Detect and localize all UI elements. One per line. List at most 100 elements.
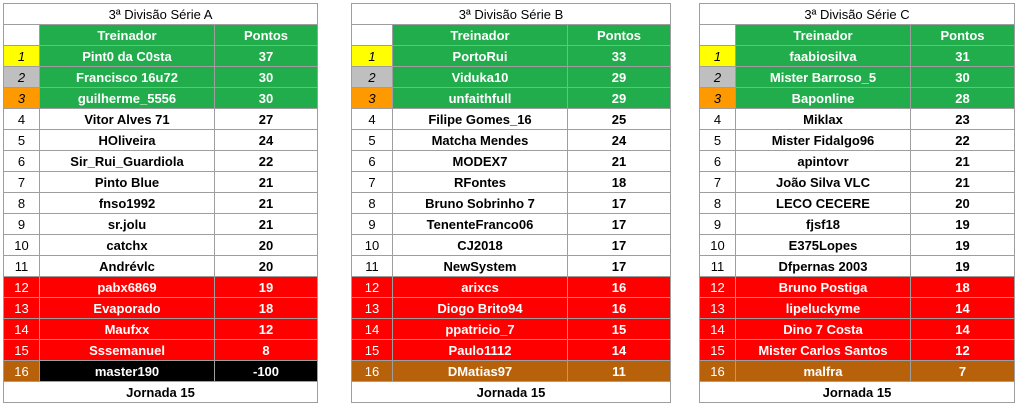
points-cell: 8 <box>214 339 318 361</box>
trainer-cell: Mister Carlos Santos <box>735 339 911 361</box>
table-title: 3ª Divisão Série C <box>699 3 1015 25</box>
table-row: 15 Sssemanuel 8 <box>3 339 318 361</box>
table-row: 8 LECO CECERE 20 <box>699 192 1015 214</box>
header-row: Treinador Pontos <box>3 24 318 46</box>
table-row: 2 Viduka10 29 <box>351 66 671 88</box>
position-cell: 14 <box>351 318 393 340</box>
points-cell: 25 <box>567 108 671 130</box>
points-cell: 20 <box>214 234 318 256</box>
trainer-cell: Francisco 16u72 <box>39 66 215 88</box>
position-cell: 10 <box>699 234 736 256</box>
table-row: 12 pabx6869 19 <box>3 276 318 298</box>
table-row: 14 ppatricio_7 15 <box>351 318 671 340</box>
table-row: 15 Mister Carlos Santos 12 <box>699 339 1015 361</box>
points-cell: 21 <box>214 192 318 214</box>
trainer-cell: Viduka10 <box>392 66 568 88</box>
trainer-cell: Dino 7 Costa <box>735 318 911 340</box>
position-cell: 3 <box>3 87 40 109</box>
trainer-cell: master190 <box>39 360 215 382</box>
trainer-cell: Paulo1112 <box>392 339 568 361</box>
points-cell: 19 <box>910 255 1015 277</box>
position-cell: 10 <box>3 234 40 256</box>
position-cell: 3 <box>699 87 736 109</box>
trainer-cell: Maufxx <box>39 318 215 340</box>
points-cell: 22 <box>214 150 318 172</box>
points-cell: 16 <box>567 297 671 319</box>
table-row: 10 E375Lopes 19 <box>699 234 1015 256</box>
position-cell: 5 <box>699 129 736 151</box>
table-row: 5 HOliveira 24 <box>3 129 318 151</box>
points-cell: 30 <box>214 87 318 109</box>
position-cell: 5 <box>3 129 40 151</box>
position-cell: 4 <box>699 108 736 130</box>
position-cell: 6 <box>699 150 736 172</box>
points-cell: 17 <box>567 192 671 214</box>
position-cell: 9 <box>3 213 40 235</box>
points-cell: 14 <box>910 318 1015 340</box>
header-trainer: Treinador <box>735 24 911 46</box>
position-cell: 16 <box>351 360 393 382</box>
points-cell: 20 <box>214 255 318 277</box>
trainer-cell: fjsf18 <box>735 213 911 235</box>
trainer-cell: Sssemanuel <box>39 339 215 361</box>
round-label: Jornada 15 <box>699 381 1015 403</box>
position-cell: 8 <box>699 192 736 214</box>
table-title: 3ª Divisão Série B <box>351 3 671 25</box>
trainer-cell: Bruno Sobrinho 7 <box>392 192 568 214</box>
table-row: 1 PortoRui 33 <box>351 45 671 67</box>
table-row: 1 faabiosilva 31 <box>699 45 1015 67</box>
header-row: Treinador Pontos <box>351 24 671 46</box>
position-cell: 9 <box>351 213 393 235</box>
title-row: 3ª Divisão Série C <box>699 3 1015 25</box>
trainer-cell: arixcs <box>392 276 568 298</box>
position-cell: 7 <box>3 171 40 193</box>
header-row: Treinador Pontos <box>699 24 1015 46</box>
trainer-cell: Vitor Alves 71 <box>39 108 215 130</box>
trainer-cell: Matcha Mendes <box>392 129 568 151</box>
trainer-cell: RFontes <box>392 171 568 193</box>
position-cell: 2 <box>3 66 40 88</box>
points-cell: 28 <box>910 87 1015 109</box>
position-cell: 8 <box>3 192 40 214</box>
position-cell: 9 <box>699 213 736 235</box>
table-row: 13 Diogo Brito94 16 <box>351 297 671 319</box>
points-cell: 33 <box>567 45 671 67</box>
position-cell: 2 <box>699 66 736 88</box>
points-cell: 18 <box>567 171 671 193</box>
trainer-cell: Pinto Blue <box>39 171 215 193</box>
table-row: 6 Sir_Rui_Guardiola 22 <box>3 150 318 172</box>
trainer-cell: João Silva VLC <box>735 171 911 193</box>
table-row: 13 Evaporado 18 <box>3 297 318 319</box>
standings-table-serie-c: 3ª Divisão Série C Treinador Pontos 1 faabio… <box>699 3 1015 403</box>
position-cell: 13 <box>699 297 736 319</box>
position-cell: 8 <box>351 192 393 214</box>
trainer-cell: Miklax <box>735 108 911 130</box>
trainer-cell: DMatias97 <box>392 360 568 382</box>
position-cell: 2 <box>351 66 393 88</box>
table-row: 7 Pinto Blue 21 <box>3 171 318 193</box>
standings-table-serie-b: 3ª Divisão Série B Treinador Pontos 1 PortoR… <box>351 3 671 403</box>
points-cell: 37 <box>214 45 318 67</box>
position-cell: 11 <box>3 255 40 277</box>
header-trainer: Treinador <box>392 24 568 46</box>
points-cell: 17 <box>567 213 671 235</box>
trainer-cell: faabiosilva <box>735 45 911 67</box>
standings-table-body: 3ª Divisão Série C Treinador Pontos 1 faabio… <box>699 3 1015 403</box>
points-cell: 23 <box>910 108 1015 130</box>
table-row: 9 TenenteFranco06 17 <box>351 213 671 235</box>
header-position-cell <box>3 24 40 46</box>
table-row: 1 Pint0 da C0sta 37 <box>3 45 318 67</box>
points-cell: 21 <box>214 213 318 235</box>
trainer-cell: malfra <box>735 360 911 382</box>
table-row: 10 CJ2018 17 <box>351 234 671 256</box>
trainer-cell: Mister Fidalgo96 <box>735 129 911 151</box>
position-cell: 15 <box>3 339 40 361</box>
trainer-cell: Baponline <box>735 87 911 109</box>
position-cell: 4 <box>351 108 393 130</box>
round-label: Jornada 15 <box>3 381 318 403</box>
points-cell: 27 <box>214 108 318 130</box>
points-cell: 12 <box>214 318 318 340</box>
header-trainer: Treinador <box>39 24 215 46</box>
points-cell: 29 <box>567 87 671 109</box>
position-cell: 13 <box>3 297 40 319</box>
